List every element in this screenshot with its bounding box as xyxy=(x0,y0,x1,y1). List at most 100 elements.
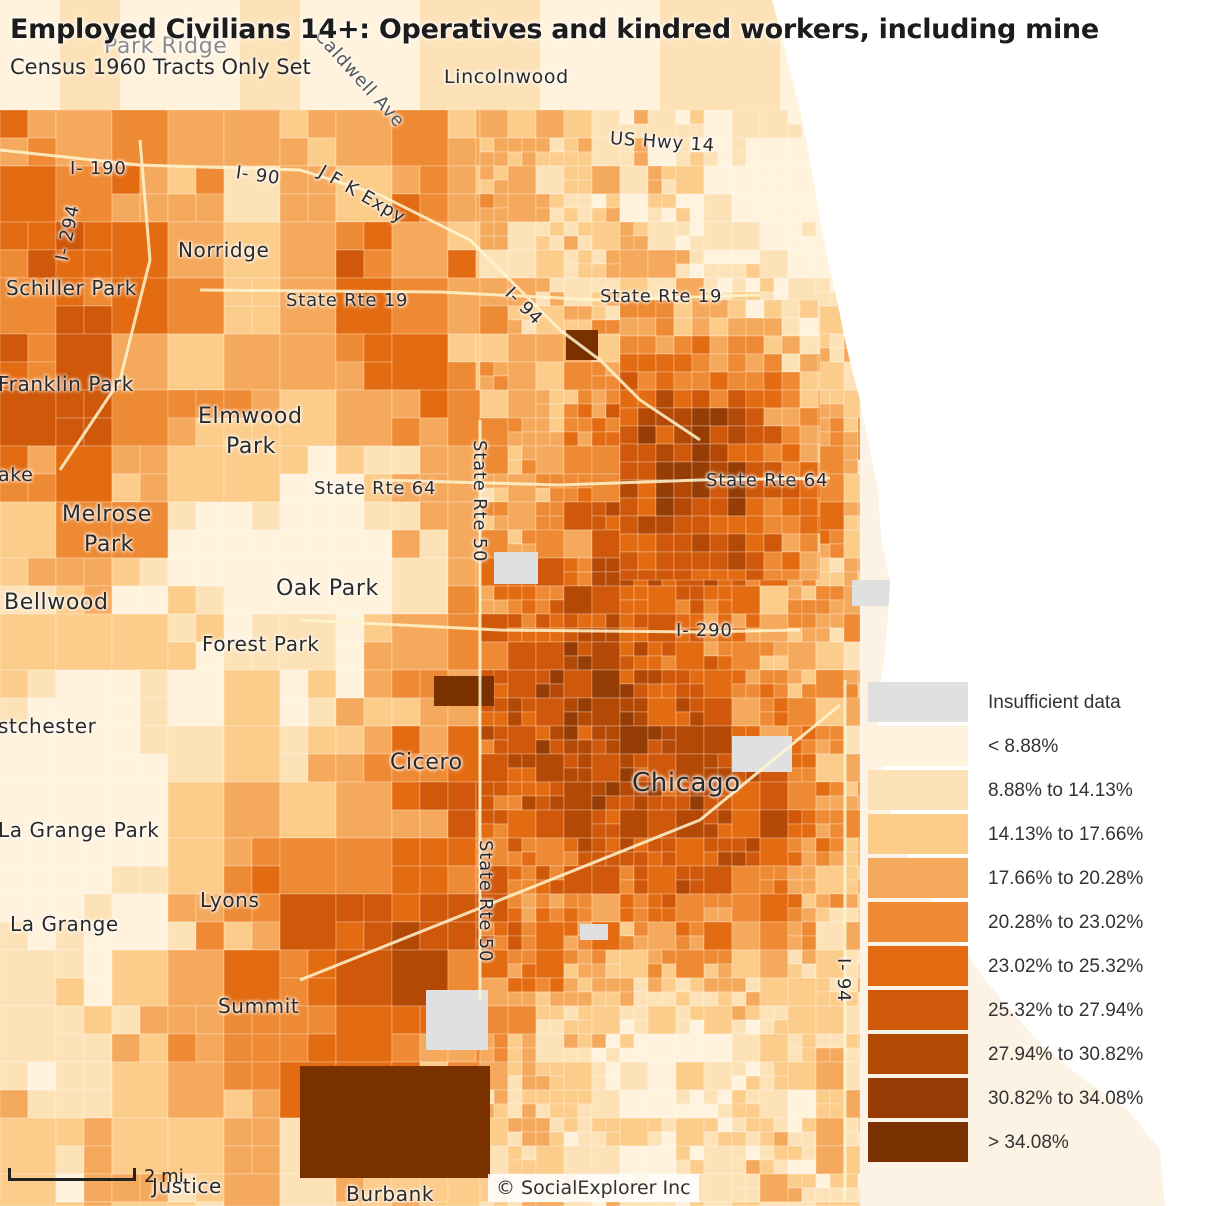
census-tract xyxy=(817,497,821,517)
census-tract xyxy=(507,109,537,139)
census-tract xyxy=(801,683,817,699)
census-tract xyxy=(675,221,691,237)
census-tract xyxy=(507,949,523,965)
census-tract xyxy=(731,781,761,811)
census-tract xyxy=(535,1103,551,1119)
road-label-i190: I- 190 xyxy=(70,158,127,179)
census-tract xyxy=(633,865,649,881)
census-tract xyxy=(577,963,593,979)
census-tract xyxy=(335,165,393,223)
census-tract xyxy=(447,445,481,503)
census-tract xyxy=(479,375,495,391)
census-tract xyxy=(773,1159,789,1175)
census-tract xyxy=(167,949,225,1007)
census-tract xyxy=(799,515,819,535)
census-tract xyxy=(857,445,861,461)
census-tract xyxy=(773,207,789,223)
legend-label: Insufficient data xyxy=(988,692,1121,713)
census-tract xyxy=(0,389,57,447)
census-tract xyxy=(787,851,803,867)
census-tract xyxy=(507,991,523,1007)
census-tract xyxy=(673,353,693,373)
census-tract xyxy=(781,317,801,337)
census-tract xyxy=(391,697,421,727)
census-tract xyxy=(563,361,593,391)
census-tract xyxy=(83,949,113,979)
map-subtitle: Census 1960 Tracts Only Set xyxy=(10,55,311,79)
census-tract xyxy=(307,697,337,727)
census-tract xyxy=(619,407,639,427)
census-tract xyxy=(605,795,621,811)
census-tract xyxy=(605,263,621,279)
census-tract xyxy=(447,193,477,223)
census-tract xyxy=(801,1047,817,1063)
census-tract xyxy=(549,977,565,993)
census-tract xyxy=(709,551,729,571)
census-tract xyxy=(535,921,565,951)
census-tract xyxy=(717,823,733,839)
census-tract xyxy=(279,137,309,167)
census-tract xyxy=(563,487,579,503)
census-tract xyxy=(675,935,691,951)
census-tract xyxy=(419,893,449,923)
census-tract xyxy=(717,893,733,909)
census-tract xyxy=(619,109,635,125)
census-tract xyxy=(111,585,141,615)
census-tract xyxy=(745,977,761,993)
census-tract xyxy=(535,235,551,251)
census-tract xyxy=(759,949,789,979)
census-tract xyxy=(55,781,113,839)
census-tract xyxy=(717,585,733,601)
census-tract xyxy=(647,207,663,223)
census-tract xyxy=(577,473,593,489)
census-tract xyxy=(675,249,691,265)
place-label-schiller-park: Schiller Park xyxy=(6,276,137,300)
census-tract xyxy=(521,851,537,867)
census-tract xyxy=(335,1173,365,1203)
credit-attribution[interactable]: © SocialExplorer Inc xyxy=(488,1174,699,1202)
census-tract xyxy=(0,333,29,363)
census-tract xyxy=(479,305,509,335)
census-tract xyxy=(507,1117,523,1133)
census-tract xyxy=(703,1131,719,1147)
census-tract xyxy=(223,389,253,419)
census-tract xyxy=(843,529,861,559)
census-tract xyxy=(83,1089,113,1119)
census-tract xyxy=(647,1117,663,1133)
census-tract xyxy=(709,353,729,373)
census-tract xyxy=(661,893,677,909)
census-tract xyxy=(647,851,663,867)
census-tract xyxy=(391,725,421,755)
census-tract xyxy=(817,389,821,409)
census-tract xyxy=(391,221,449,279)
census-tract xyxy=(223,1173,281,1206)
census-tract xyxy=(563,767,579,783)
census-tract xyxy=(535,431,551,447)
census-tract xyxy=(745,317,765,337)
census-tract xyxy=(507,697,523,713)
census-tract xyxy=(815,949,845,979)
census-tract xyxy=(111,669,141,699)
census-tract xyxy=(55,165,113,223)
census-tract xyxy=(759,809,789,839)
census-tract xyxy=(787,781,817,811)
census-tract xyxy=(83,1145,113,1175)
census-tract xyxy=(633,221,649,237)
census-tract xyxy=(419,501,449,531)
census-tract xyxy=(843,641,861,671)
census-tract xyxy=(549,235,565,251)
census-tract xyxy=(647,739,663,755)
census-tract xyxy=(223,641,253,671)
census-tract xyxy=(55,221,85,251)
census-tract xyxy=(619,683,635,699)
census-tract xyxy=(521,1033,537,1049)
census-tract xyxy=(535,781,551,797)
census-tract xyxy=(335,613,365,643)
census-tract xyxy=(521,837,537,853)
census-tract xyxy=(507,501,537,531)
census-tract xyxy=(655,389,675,409)
census-tract xyxy=(223,725,281,783)
census-tract xyxy=(787,1033,803,1049)
census-tract xyxy=(689,207,705,223)
